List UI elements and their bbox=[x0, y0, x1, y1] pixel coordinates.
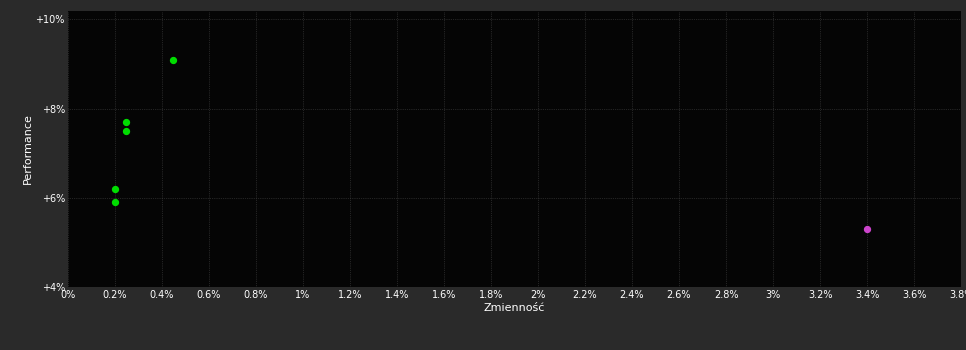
Point bbox=[166, 57, 182, 62]
Point bbox=[107, 186, 123, 192]
Point bbox=[119, 128, 134, 134]
Point bbox=[860, 226, 875, 232]
Y-axis label: Performance: Performance bbox=[22, 113, 33, 184]
X-axis label: Zmienność: Zmienność bbox=[484, 302, 545, 313]
Point bbox=[107, 199, 123, 205]
Point bbox=[119, 119, 134, 125]
